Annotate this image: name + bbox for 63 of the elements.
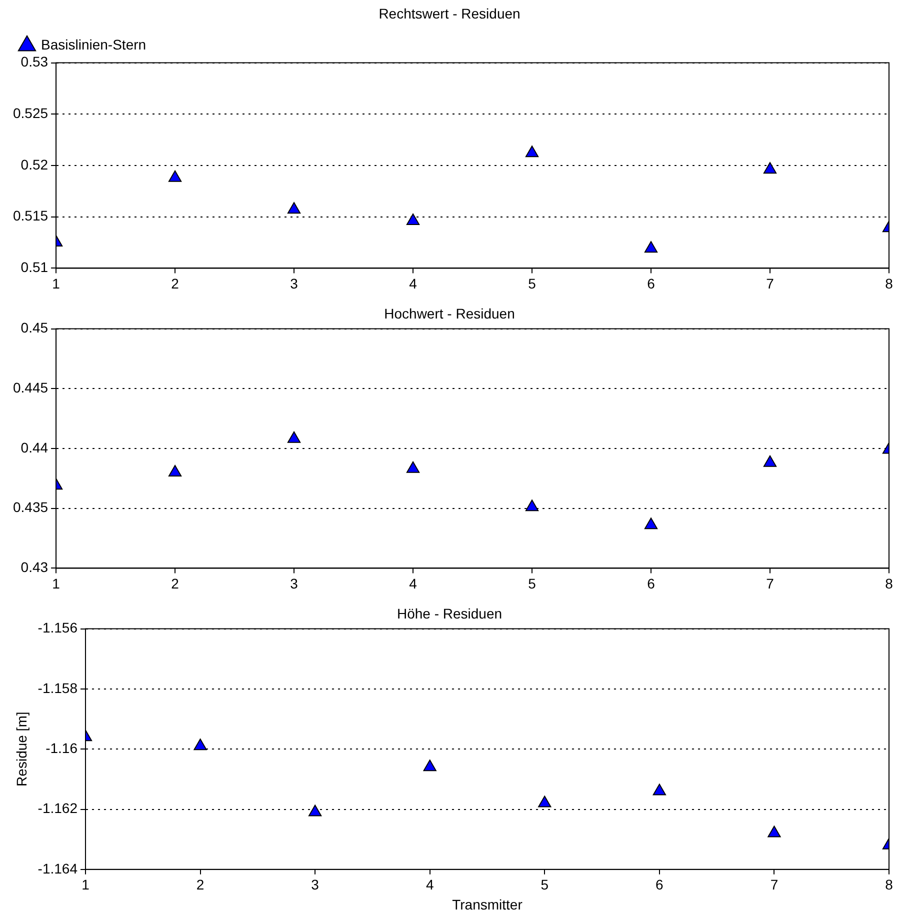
point	[652, 784, 666, 796]
y-tick-label: 0.51	[20, 259, 48, 276]
x-tick-label: 2	[196, 876, 204, 893]
x-tick-label: 1	[82, 876, 90, 893]
x-tick-label: 5	[528, 275, 536, 292]
x-tick-label: 7	[766, 575, 774, 592]
y-tick-label: 0.52	[20, 156, 48, 172]
x-tick-label: 1	[52, 575, 60, 592]
x-tick-label: 5	[528, 575, 536, 592]
x-tick-label: 8	[885, 575, 894, 592]
point	[194, 738, 207, 750]
x-tick-label: 3	[290, 575, 298, 592]
y-tick-label: -1.156	[38, 620, 78, 636]
x-tick-label: 4	[409, 275, 418, 292]
y-tick-label: -1.16	[46, 740, 78, 756]
x-tick-label: 3	[290, 275, 298, 292]
y-axis-title: Residue [m]	[13, 712, 30, 786]
point	[287, 202, 301, 214]
y-tick-label: -1.162	[38, 800, 78, 816]
x-tick-label: 4	[426, 876, 434, 893]
x-tick-label: 6	[647, 575, 656, 592]
x-tick-label: 6	[647, 275, 656, 292]
y-tick-label: -1.164	[38, 860, 78, 876]
chart-title: Hochwert - Residuen	[384, 305, 515, 322]
point	[168, 170, 182, 182]
point	[644, 241, 658, 253]
x-tick-label: 3	[311, 876, 320, 893]
point	[538, 796, 552, 808]
point	[525, 500, 539, 512]
y-tick-label: 0.44	[20, 439, 48, 456]
legend-label: Basislinien-Stern	[41, 36, 146, 53]
y-tick-label: 0.445	[12, 380, 48, 396]
point	[423, 760, 436, 772]
chart-title: Rechtswert - Residuen	[378, 5, 520, 22]
x-tick-label: 8	[885, 275, 894, 292]
y-tick-label: 0.43	[20, 559, 48, 576]
y-tick-label: 0.435	[12, 499, 48, 516]
point	[763, 162, 777, 174]
y-tick-label: 0.45	[20, 320, 48, 336]
point	[763, 455, 777, 467]
point	[287, 431, 301, 443]
point	[525, 146, 539, 158]
x-tick-label: 2	[171, 575, 180, 592]
point	[644, 518, 658, 530]
y-tick-label: 0.53	[20, 54, 48, 70]
point	[406, 213, 420, 225]
x-tick-label: 7	[770, 876, 778, 893]
x-tick-label: 7	[766, 275, 774, 292]
x-tick-label: 2	[171, 275, 180, 292]
point	[406, 461, 420, 473]
y-tick-label: -1.158	[38, 680, 78, 696]
y-tick-label: 0.515	[12, 208, 48, 224]
x-axis-title: Transmitter	[452, 896, 523, 912]
x-tick-label: 8	[885, 876, 894, 893]
x-tick-label: 1	[52, 275, 60, 292]
x-tick-label: 5	[540, 876, 549, 893]
x-tick-label: 4	[409, 575, 418, 592]
y-tick-label: 0.525	[12, 105, 48, 122]
point	[168, 464, 182, 476]
point	[768, 826, 781, 838]
point	[308, 804, 322, 816]
x-tick-label: 6	[656, 876, 664, 893]
chart-title: Höhe - Residuen	[396, 605, 502, 622]
